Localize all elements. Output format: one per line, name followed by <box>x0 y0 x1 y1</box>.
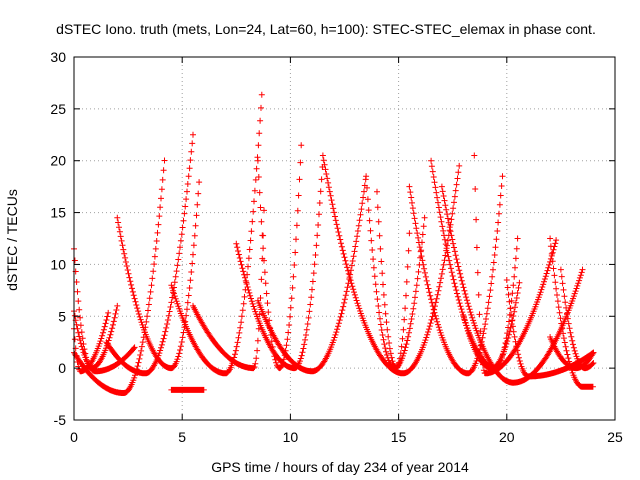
plot-frame <box>73 56 616 421</box>
satellite-arc <box>471 152 560 377</box>
x-tick-label: 5 <box>178 429 186 445</box>
satellite-arc <box>190 207 267 372</box>
y-tick-label: -5 <box>54 412 67 428</box>
x-tick-label: 25 <box>607 429 623 445</box>
satellite-arc <box>168 91 265 377</box>
y-tick-label: 10 <box>50 256 66 272</box>
satellite-arc <box>503 277 597 380</box>
y-tick-label: 15 <box>50 205 66 221</box>
satellite-arc <box>557 266 597 372</box>
x-axis-label: GPS time / hours of day 234 of year 2014 <box>211 459 469 475</box>
grid <box>74 57 615 420</box>
x-tick-label: 0 <box>70 429 78 445</box>
y-tick-label: 25 <box>50 101 66 117</box>
y-tick-label: 5 <box>58 308 66 324</box>
satellite-arc <box>254 142 305 372</box>
satellite-arc <box>233 164 326 372</box>
x-tick-label: 20 <box>499 429 515 445</box>
satellite-arc <box>547 235 596 390</box>
satellite-arc <box>319 152 463 377</box>
satellite-arc <box>168 386 207 393</box>
y-tick-label: 20 <box>50 153 66 169</box>
y-axis-label: dSTEC / TECUs <box>4 189 20 291</box>
y-tick-label: 30 <box>50 49 66 65</box>
y-tick-label: 0 <box>58 360 66 376</box>
x-tick-label: 15 <box>391 429 407 445</box>
data-series <box>71 91 597 396</box>
satellite-arc <box>114 179 203 372</box>
satellite-arc <box>374 188 413 372</box>
chart-title: dSTEC Iono. truth (mets, Lon=24, Lat=60,… <box>56 21 596 37</box>
satellite-arc <box>406 173 506 377</box>
x-tick-label: 10 <box>283 429 299 445</box>
satellite-arc <box>254 176 369 375</box>
